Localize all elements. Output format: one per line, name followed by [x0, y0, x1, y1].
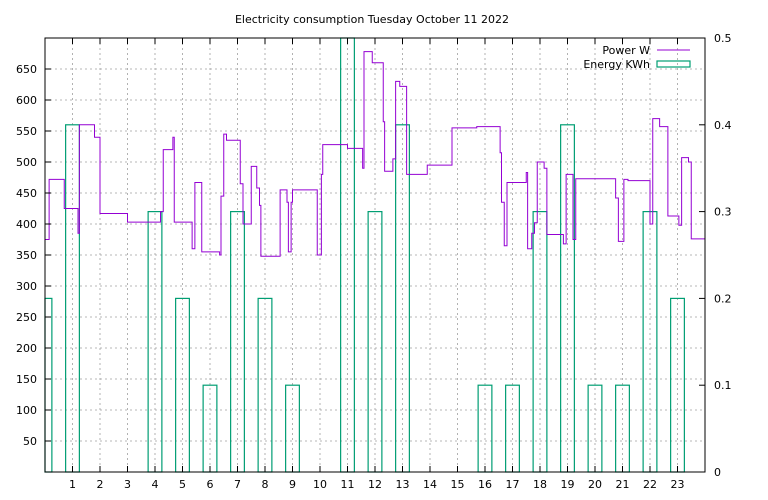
y-tick-label: 650	[16, 63, 37, 76]
grid	[45, 38, 705, 472]
energy-bar	[147, 211, 163, 473]
y-tick-label: 550	[16, 125, 37, 138]
y-tick-label: 450	[16, 187, 37, 200]
power-line	[45, 51, 705, 257]
energy-bar	[367, 211, 383, 473]
y-tick-label: 350	[16, 249, 37, 262]
y2-tick-label: 0.2	[714, 292, 732, 305]
legend-label: Energy KWh	[583, 58, 650, 71]
x-tick-label: 4	[152, 478, 159, 491]
x-tick-label: 2	[97, 478, 104, 491]
legend-label: Power W	[602, 44, 650, 57]
y-tick-label: 200	[16, 342, 37, 355]
x-tick-label: 19	[561, 478, 575, 491]
x-tick-label: 17	[506, 478, 520, 491]
power-line-layer	[45, 51, 705, 257]
axes: 1 2 3 4 5 6 7 8 9 10 11 12 13 14 15 16 17 18 19 20 21 22 23501…	[16, 32, 732, 491]
chart-title: Electricity consumption Tuesday October …	[235, 13, 509, 26]
x-tick-label: 23	[671, 478, 685, 491]
y2-tick-label: 0.3	[714, 206, 732, 219]
x-tick-label: 9	[289, 478, 296, 491]
x-tick-label: 8	[262, 478, 269, 491]
y-tick-label: 500	[16, 156, 37, 169]
y2-tick-label: 0	[714, 466, 721, 479]
energy-bar	[44, 297, 53, 473]
x-tick-label: 6	[207, 478, 214, 491]
x-tick-label: 12	[368, 478, 382, 491]
x-tick-label: 10	[313, 478, 327, 491]
y2-tick-label: 0.5	[714, 32, 732, 45]
y-tick-label: 600	[16, 94, 37, 107]
x-tick-label: 1	[69, 478, 76, 491]
energy-bar	[532, 211, 548, 473]
x-tick-label: 16	[478, 478, 492, 491]
y-tick-label: 400	[16, 218, 37, 231]
y-tick-label: 250	[16, 311, 37, 324]
x-tick-label: 7	[234, 478, 241, 491]
energy-bar	[230, 211, 245, 473]
x-tick-label: 20	[588, 478, 602, 491]
y-tick-label: 150	[16, 373, 37, 386]
y-tick-label: 50	[23, 435, 37, 448]
x-tick-label: 15	[451, 478, 465, 491]
x-tick-label: 13	[396, 478, 410, 491]
y-tick-label: 100	[16, 404, 37, 417]
x-tick-label: 21	[616, 478, 630, 491]
y2-tick-label: 0.4	[714, 119, 732, 132]
x-tick-label: 5	[179, 478, 186, 491]
energy-bar	[642, 211, 658, 473]
x-tick-label: 11	[341, 478, 355, 491]
x-tick-label: 18	[533, 478, 547, 491]
y2-tick-label: 0.1	[714, 379, 732, 392]
x-tick-label: 3	[124, 478, 131, 491]
legend-swatch-energy	[656, 60, 691, 68]
x-tick-label: 22	[643, 478, 657, 491]
y-tick-label: 300	[16, 280, 37, 293]
x-tick-label: 14	[423, 478, 437, 491]
